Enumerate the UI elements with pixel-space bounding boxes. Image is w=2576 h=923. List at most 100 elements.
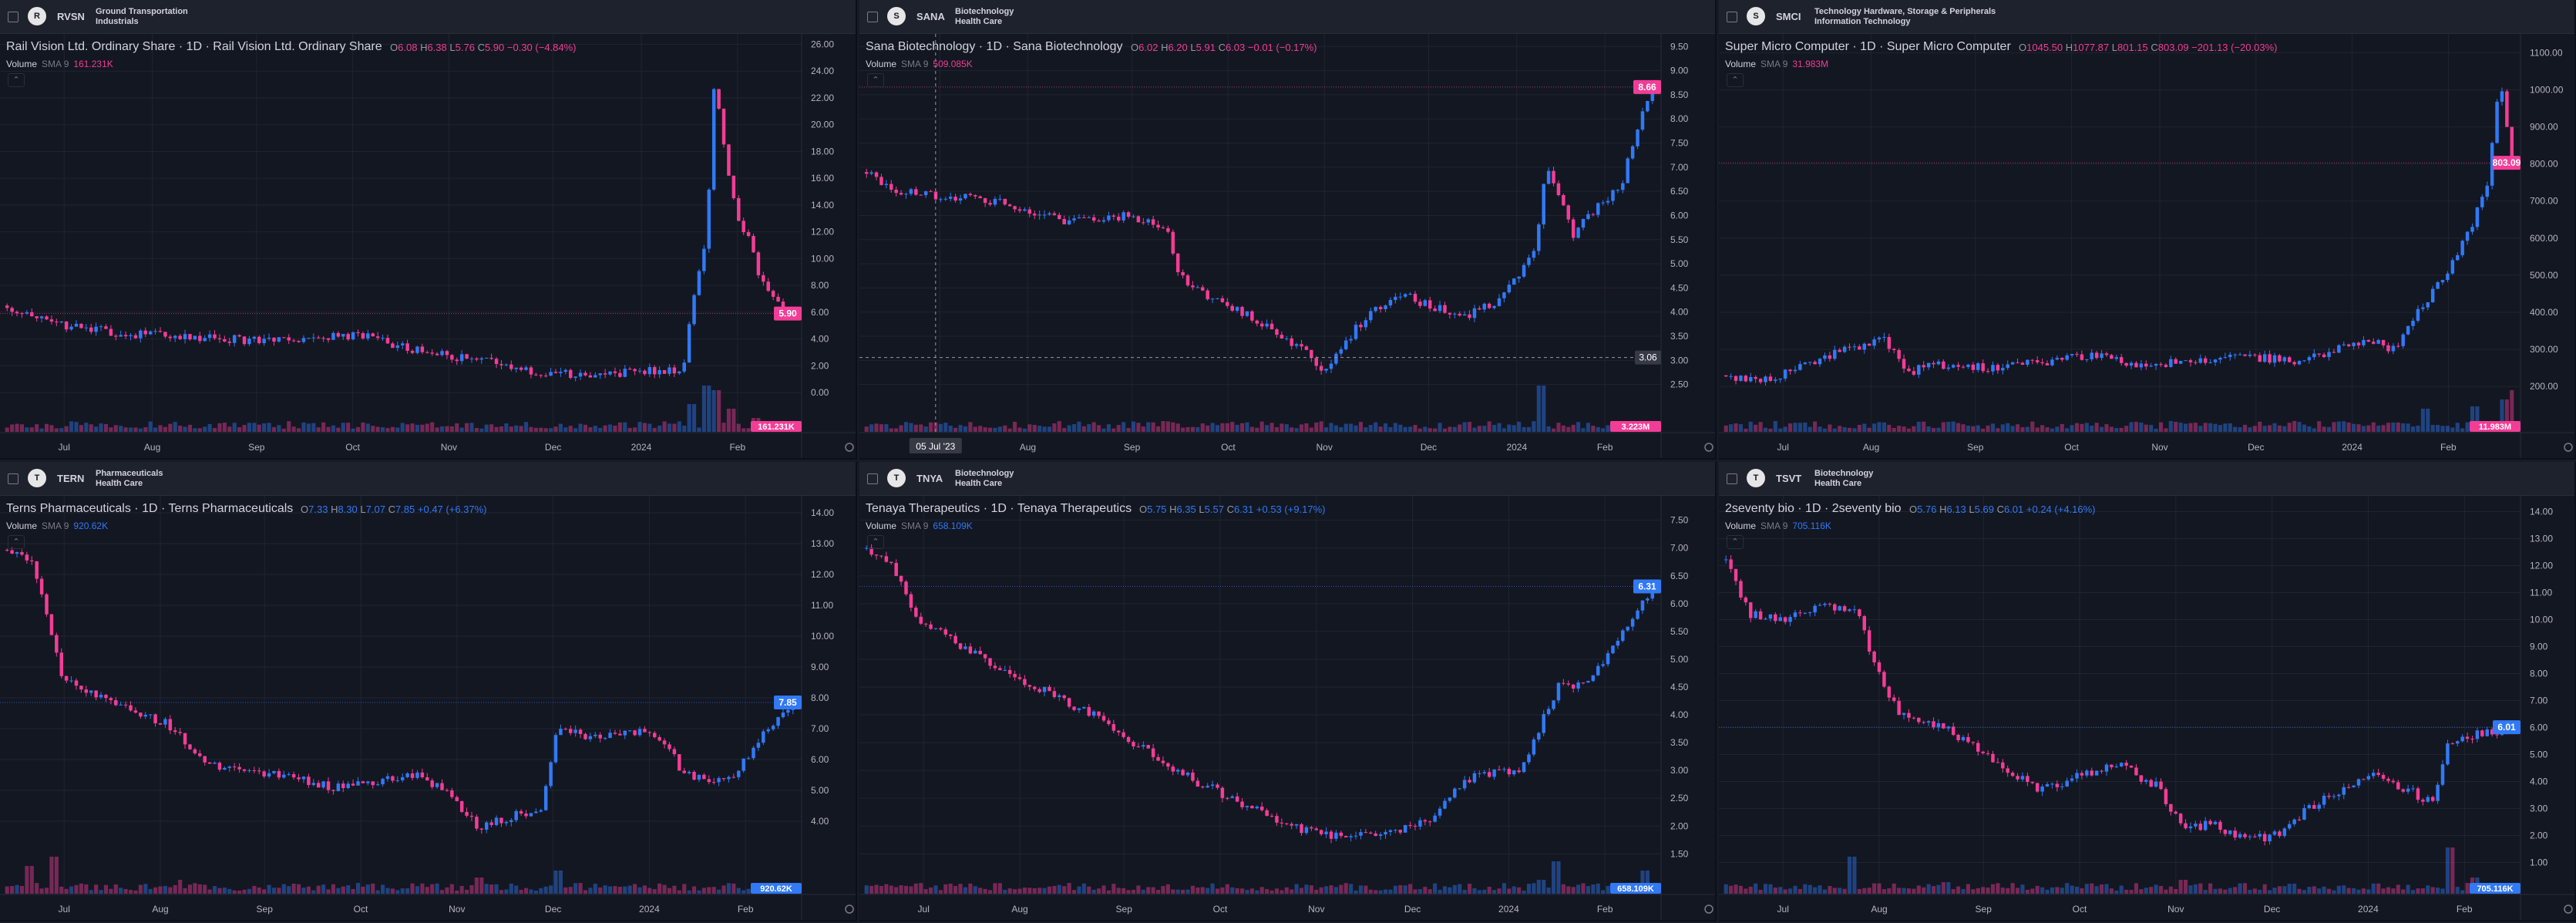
candle <box>1912 366 1916 376</box>
gear-icon[interactable] <box>1704 443 1713 452</box>
chart-panel-tern: T TERN Pharmaceuticals Health Care 14.00 13.0… <box>0 462 857 921</box>
candle <box>257 335 261 345</box>
y-tick-label: 2.00 <box>2530 830 2548 841</box>
candle <box>1497 294 1502 307</box>
volume-bar <box>2060 423 2064 432</box>
volume-bar <box>2406 884 2410 894</box>
collapse-legend-button[interactable]: ⌃ <box>8 73 25 87</box>
y-tick-label: 5.50 <box>1670 234 1689 245</box>
candle <box>509 360 513 372</box>
candle <box>2475 727 2480 743</box>
candle <box>993 196 997 207</box>
price-chart-svg[interactable]: 9.509.008.508.007.507.006.506.005.505.00… <box>859 0 1717 460</box>
gear-icon[interactable] <box>845 443 854 452</box>
symbol-title[interactable]: Sana Biotechnology · 1D · Sana Biotechno… <box>866 40 1123 53</box>
volume-bar <box>2272 423 2277 432</box>
volume-bar <box>341 886 345 894</box>
volume-bar <box>963 887 968 894</box>
price-chart-svg[interactable]: 14.0013.0012.0011.0010.009.008.007.006.0… <box>0 462 857 921</box>
candle <box>2238 831 2242 839</box>
candle <box>371 332 375 337</box>
volume-bar <box>25 866 29 894</box>
ticker-symbol[interactable]: RVSN <box>57 11 85 22</box>
gear-icon[interactable] <box>845 904 854 914</box>
select-checkbox[interactable] <box>867 12 878 22</box>
ticker-symbol[interactable]: TNYA <box>916 473 943 484</box>
volume-bar <box>474 878 479 894</box>
volume-sma-label: SMA 9 <box>1760 59 1788 69</box>
candle <box>400 341 405 349</box>
candle <box>1210 298 1215 304</box>
collapse-legend-button[interactable]: ⌃ <box>1727 535 1744 549</box>
volume-bar <box>1892 883 1896 894</box>
volume-bar <box>2114 428 2119 432</box>
collapse-legend-button[interactable]: ⌃ <box>867 535 884 549</box>
volume-bar <box>2262 426 2267 432</box>
volume-bar <box>1467 884 1472 894</box>
y-tick-label: 13.00 <box>811 538 834 549</box>
gear-icon[interactable] <box>2564 443 2573 452</box>
price-chart-svg[interactable]: 14.0013.0012.0011.0010.009.008.007.006.0… <box>1719 462 2576 921</box>
candle <box>247 335 251 346</box>
ticker-symbol[interactable]: TERN <box>57 473 85 484</box>
candle <box>1250 309 1254 323</box>
volume-bar <box>1171 889 1175 894</box>
gear-icon[interactable] <box>1704 904 1713 914</box>
volume-bar <box>178 880 183 894</box>
symbol-title[interactable]: 2seventy bio · 1D · 2seventy bio <box>1725 502 1902 515</box>
candle <box>1546 706 1551 716</box>
candle <box>371 780 375 789</box>
candle <box>123 701 128 709</box>
symbol-title[interactable]: Tenaya Therapeutics · 1D · Tenaya Therap… <box>866 502 1132 515</box>
candle <box>2208 359 2212 364</box>
volume-bar <box>197 428 202 432</box>
candle <box>919 612 923 625</box>
candle <box>697 774 701 783</box>
ticker-symbol[interactable]: SANA <box>916 11 945 22</box>
select-checkbox[interactable] <box>8 473 18 484</box>
candle <box>529 365 533 379</box>
symbol-title[interactable]: Terns Pharmaceuticals · 1D · Terns Pharm… <box>6 502 294 515</box>
ticker-symbol[interactable]: SMCI <box>1776 11 1801 22</box>
price-chart-svg[interactable]: 26.0024.0022.0020.0018.0016.0014.0012.00… <box>0 0 857 460</box>
volume-bar <box>2193 884 2198 894</box>
candle <box>1472 770 1477 784</box>
select-checkbox[interactable] <box>1727 12 1737 22</box>
candle <box>1601 200 1605 206</box>
candle <box>1101 712 1106 723</box>
candle <box>1013 670 1017 681</box>
ohlc-key-label: O <box>390 42 399 53</box>
select-checkbox[interactable] <box>867 473 878 484</box>
candle <box>1482 302 1487 313</box>
candle <box>1723 555 1728 564</box>
gear-icon[interactable] <box>2564 904 2573 914</box>
ticker-symbol[interactable]: TSVT <box>1776 473 1802 484</box>
symbol-title[interactable]: Rail Vision Ltd. Ordinary Share · 1D · R… <box>6 40 382 53</box>
select-checkbox[interactable] <box>8 12 18 22</box>
volume-bar <box>301 888 306 894</box>
volume-bar <box>1546 426 1551 432</box>
candle <box>598 372 602 379</box>
candle <box>1349 834 1353 842</box>
price-chart-svg[interactable]: 1100.001000.00900.00800.00700.00600.0050… <box>1719 0 2576 460</box>
collapse-legend-button[interactable]: ⌃ <box>867 73 884 87</box>
volume-bar <box>371 883 375 894</box>
candle <box>2485 726 2489 737</box>
candle <box>2208 819 2212 826</box>
collapse-legend-button[interactable]: ⌃ <box>8 535 25 549</box>
candle <box>2278 353 2282 363</box>
candle <box>262 770 266 779</box>
volume-bar <box>874 423 879 432</box>
symbol-title[interactable]: Super Micro Computer · 1D · Super Micro … <box>1725 40 2011 53</box>
volume-bar <box>301 422 306 432</box>
volume-bar <box>336 888 341 894</box>
volume-bar <box>652 427 657 432</box>
price-chart-svg[interactable]: 7.507.006.506.005.505.004.504.003.503.00… <box>859 462 1717 921</box>
volume-bar <box>583 424 588 432</box>
volume-bar <box>281 428 286 432</box>
volume-bar <box>49 857 54 894</box>
select-checkbox[interactable] <box>1727 473 1737 484</box>
collapse-legend-button[interactable]: ⌃ <box>1727 73 1744 87</box>
volume-bar <box>232 890 237 894</box>
candle <box>391 775 395 783</box>
